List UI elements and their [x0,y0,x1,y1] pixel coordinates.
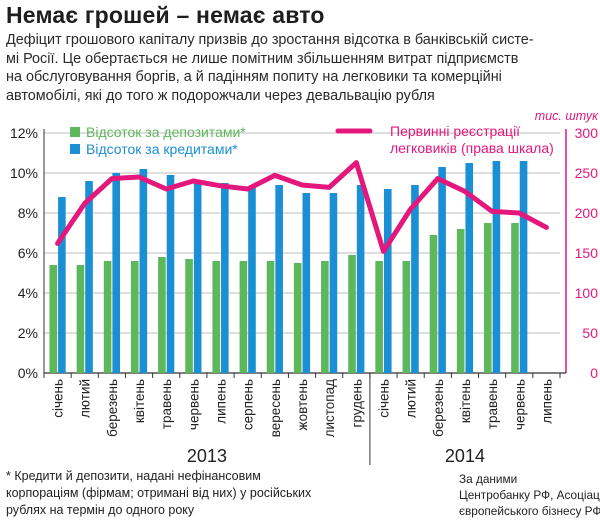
credit-bar [139,169,148,373]
x-tick-label: липень [214,379,229,424]
legend-label-registrations: Первинні реєстрації [390,123,520,139]
footnote-line: рублях на термін до одного року [6,503,195,517]
footnote-line: * Кредити й депозити, надані нефінансови… [6,469,261,483]
x-tick-label: лютий [404,379,419,418]
legend-label-registrations: легковиків (права шкала) [390,140,554,156]
credit-bar [438,167,446,373]
source-line: За даними [459,472,518,486]
right-tick-label: 50 [582,325,598,341]
x-tick-label: травень [485,379,500,429]
deposit-bar [293,263,302,373]
credit-bar [275,185,283,373]
credit-bar [221,183,229,373]
left-tick-label: 10% [10,165,38,181]
deposit-bar [266,261,275,373]
deposit-bar [429,235,438,373]
subtitle-line: автомобілі, які до того ж подорожчали че… [6,87,435,104]
deposit-bar [456,229,465,373]
credit-bar [383,189,392,373]
deposit-bar [76,265,85,373]
deposit-bar [185,259,193,373]
credit-bar [465,163,474,373]
year-label: 2014 [445,446,485,466]
deposit-bar [484,223,492,373]
credit-bar [166,175,175,373]
chart-subtitle: Дефіцит грошового капіталу призвів до зр… [6,31,598,105]
legend-label-credit: Відсоток за кредитами* [86,141,238,157]
x-tick-label: жовтень [295,379,310,430]
subtitle-line: мі Росії. Це обертається не лише помітни… [6,50,519,67]
deposit-bar [375,261,383,373]
credit-bar [193,181,202,373]
x-tick-label: серпень [241,379,256,430]
right-tick-label: 250 [575,165,599,181]
left-tick-label: 6% [18,245,38,261]
right-tick-label: 300 [575,125,599,141]
left-tick-label: 0% [18,365,38,381]
right-tick-label: 200 [575,205,599,221]
credit-bar [492,161,501,373]
legend-swatch-deposit [70,127,80,137]
chart-title: Немає грошей – немає авто [6,2,325,28]
source-note: За даними Центробанку РФ, Асоціації євро… [459,471,600,519]
credit-bar [411,185,419,373]
right-tick-label: 100 [575,285,599,301]
combo-chart: 0% 2% 4% 6% 8% 10% 12% 0 50 100 150 200 250 300 тис. ш… [10,109,599,466]
x-tick-label: березень [431,379,446,437]
left-tick-label: 12% [10,125,38,141]
deposit-bar [158,257,166,373]
x-tick-label: січень [51,379,66,418]
footnote: * Кредити й депозити, надані нефінансови… [6,468,336,519]
source-line: Центробанку РФ, Асоціації [459,488,600,502]
x-tick-label: червень [512,379,527,430]
deposit-bar [212,261,221,373]
deposit-bar [49,265,58,373]
credit-bar [58,197,66,373]
credit-bar [519,161,528,373]
x-tick-label: грудень [349,379,364,427]
x-tick-label: травень [159,379,174,429]
left-tick-label: 4% [18,285,38,301]
deposit-bar [103,261,112,373]
year-label: 2013 [187,446,227,466]
footnote-line: корпораціям (фірмам; отримані від них) у… [6,486,312,500]
credit-bar [356,185,365,373]
deposit-bar [239,261,248,373]
subtitle-line: Дефіцит грошового капіталу призвів до зр… [6,32,534,48]
right-axis-unit: тис. штук [535,109,599,123]
left-tick-label: 8% [18,205,38,221]
deposit-bar [130,261,139,373]
x-tick-label: березень [105,379,120,437]
credit-bar [112,173,120,373]
registrations-line [55,160,549,254]
x-tick-label: червень [186,379,201,430]
x-tick-label: січень [376,379,391,418]
credit-bar [329,193,338,373]
deposit-bar [402,261,411,373]
deposit-bar [348,255,356,373]
credit-bar [85,181,93,373]
right-tick-label: 0 [590,365,598,381]
deposit-bar [321,261,329,373]
left-tick-label: 2% [18,325,38,341]
source-line: європейського бізнесу РФ [459,504,600,518]
x-tick-label: вересень [268,379,283,437]
x-tick-label: квітень [132,379,147,423]
subtitle-line: на обслуговування боргів, а й падінням п… [6,69,502,86]
legend-label-deposit: Відсоток за депозитами* [86,124,246,140]
deposit-bar [511,223,519,373]
x-tick-label: липень [539,379,554,424]
right-tick-label: 150 [575,245,599,261]
credit-bar [302,193,311,373]
x-tick-label: лютий [78,379,93,418]
x-tick-label: листопад [322,379,337,438]
legend-swatch-credit [70,144,80,154]
x-tick-label: квітень [458,379,473,423]
credit-bar [248,187,256,373]
